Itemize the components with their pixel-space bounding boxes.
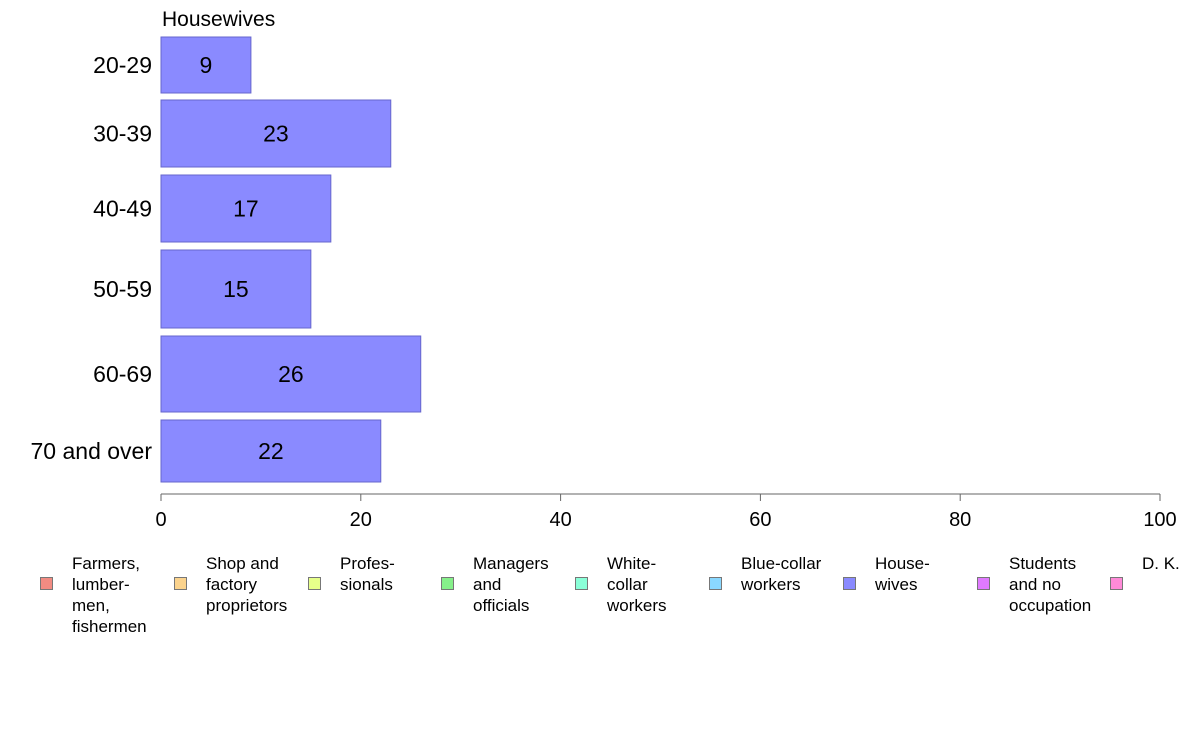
legend-swatch	[709, 577, 722, 590]
x-tick-label: 100	[1143, 509, 1176, 531]
bar-value-label: 9	[200, 52, 213, 78]
y-tick-label: 60-69	[93, 361, 152, 387]
bar-value-label: 23	[263, 121, 289, 147]
x-axis: 0 20 40 60 80 100	[155, 493, 1177, 531]
legend-item: Farmers, lumber- men, fishermen	[40, 553, 147, 637]
x-tick-label: 60	[749, 509, 771, 531]
legend-item: Shop and factory proprietors	[174, 553, 287, 616]
bar-chart: Housewives 9 23 17 15 26 22 20-29 30-39 40-49 50…	[31, 8, 1177, 531]
bar-60-69	[160, 335, 422, 413]
legend-swatch	[441, 577, 454, 590]
bars: 9 23 17 15 26 22	[160, 36, 422, 483]
legend-label: Students and no occupation	[1009, 554, 1092, 615]
x-tick-label: 80	[949, 509, 971, 531]
legend-swatch	[977, 577, 990, 590]
legend-label: Shop and factory proprietors	[206, 554, 288, 615]
bar-value-label: 17	[233, 196, 259, 222]
y-tick-label: 30-39	[93, 121, 152, 147]
legend-item: White- collar workers	[575, 553, 667, 616]
legend-swatch	[308, 577, 321, 590]
legend-item: Profes- sionals	[308, 553, 395, 595]
legend-swatch	[575, 577, 588, 590]
bar-70 and over	[160, 419, 382, 483]
legend-label: House- wives	[875, 554, 930, 594]
x-tick-label: 20	[350, 509, 372, 531]
legend-label: Farmers, lumber- men, fishermen	[72, 554, 147, 636]
chart-title: Housewives	[162, 8, 275, 31]
legend-label: White- collar workers	[607, 554, 667, 615]
y-axis-labels: 20-29 30-39 40-49 50-59 60-69 70 and over	[31, 52, 153, 464]
y-tick-label: 50-59	[93, 276, 152, 302]
legend-item: Blue-collar workers	[709, 553, 821, 595]
bar-50-59	[160, 249, 312, 329]
bar-30-39	[160, 99, 392, 168]
legend-item: Managers and officials	[441, 553, 549, 616]
bar-value-label: 22	[258, 438, 284, 464]
legend-swatch	[843, 577, 856, 590]
x-tick-label: 0	[155, 509, 166, 531]
legend-label: Profes- sionals	[340, 554, 395, 594]
legend-item: Students and no occupation	[977, 553, 1091, 616]
y-tick-label: 70 and over	[31, 438, 153, 464]
legend-label: Blue-collar workers	[741, 554, 822, 594]
legend-item: House- wives	[843, 553, 930, 595]
legend-item: D. K.	[1110, 553, 1180, 590]
bar-40-49	[160, 174, 332, 243]
y-tick-label: 20-29	[93, 52, 152, 78]
legend: Farmers, lumber- men, fishermen Shop and …	[40, 553, 1188, 643]
legend-label: Managers and officials	[473, 554, 549, 615]
x-tick-label: 40	[549, 509, 571, 531]
legend-swatch	[40, 577, 53, 590]
y-tick-label: 40-49	[93, 196, 152, 222]
legend-swatch	[1110, 577, 1123, 590]
bar-value-label: 15	[223, 276, 249, 302]
bar-value-label: 26	[278, 361, 304, 387]
bar-20-29	[160, 36, 252, 94]
legend-swatch	[174, 577, 187, 590]
legend-label: D. K.	[1142, 554, 1180, 573]
